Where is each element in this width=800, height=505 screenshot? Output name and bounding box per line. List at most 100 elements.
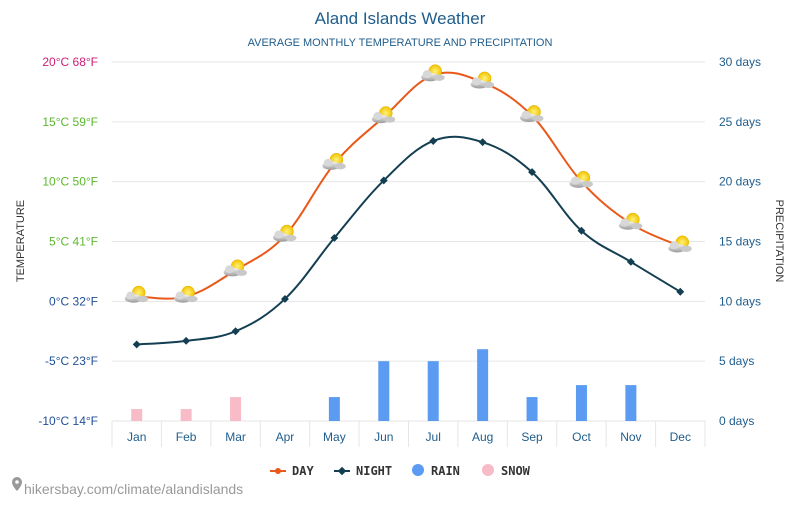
snow-bar-feb — [180, 409, 192, 421]
partly-cloudy-sun-icon — [124, 285, 149, 303]
right-axis-ticks: 30 days 25 days 20 days 15 days 10 days 5 day… — [719, 55, 761, 428]
y2-tick-label: 15 days — [719, 235, 761, 249]
y2-tick-label: 5 days — [719, 354, 754, 368]
cloud-shape — [186, 295, 198, 303]
cloud-shape — [334, 163, 346, 170]
night-point-sep — [528, 168, 537, 177]
rain-bar-may — [328, 397, 340, 421]
legend-day-label: DAY — [292, 464, 314, 478]
cloud-shape — [433, 74, 445, 81]
month-label-may: May — [323, 430, 346, 444]
cloud-shape — [373, 112, 383, 121]
cloud-shape — [274, 230, 284, 239]
y2-tick-label: 10 days — [719, 294, 761, 308]
temperature-lines — [132, 71, 685, 349]
legend: DAY NIGHT RAIN SNOW — [270, 464, 531, 478]
night-temperature-line — [136, 135, 681, 346]
month-label-aug: Aug — [472, 430, 493, 444]
month-label-jun: Jun — [374, 430, 393, 444]
partly-cloudy-sun-icon — [223, 259, 248, 277]
month-label-mar: Mar — [225, 430, 246, 444]
legend-snow-label: SNOW — [501, 464, 531, 478]
precipitation-bars — [131, 349, 637, 421]
legend-item-rain[interactable]: RAIN — [412, 464, 460, 478]
night-point-aug — [478, 138, 487, 147]
partly-cloudy-sun-icon — [174, 285, 198, 303]
cloud-shape — [631, 222, 643, 230]
legend-item-snow[interactable]: SNOW — [482, 464, 531, 478]
y-tick-label: 15°C 59°F — [42, 115, 98, 129]
y2-tick-label: 25 days — [719, 115, 761, 129]
legend-rain-marker — [412, 464, 424, 476]
month-label-nov: Nov — [620, 430, 641, 444]
night-point-jun — [379, 176, 388, 185]
y2-tick-label: 30 days — [719, 55, 761, 69]
y-tick-label: 10°C 50°F — [42, 175, 98, 189]
footer-url: hikersbay.com/climate/alandislands — [24, 481, 243, 497]
month-label-feb: Feb — [176, 430, 197, 444]
rain-bar-sep — [526, 397, 538, 421]
month-label-sep: Sep — [521, 430, 543, 444]
chart-title: Aland Islands Weather — [315, 9, 486, 28]
cloud-shape — [680, 245, 692, 252]
rain-bar-jun — [378, 361, 390, 421]
rain-bar-oct — [575, 385, 587, 421]
partly-cloudy-sun-icon — [618, 212, 643, 230]
y-tick-label: -5°C 23°F — [45, 354, 98, 368]
partly-cloudy-sun-icon — [569, 170, 593, 188]
cloud-shape — [483, 81, 495, 89]
cloud-shape — [236, 269, 248, 276]
snow-bar-mar — [230, 397, 242, 421]
night-point-may — [330, 233, 339, 242]
grid-lines — [111, 61, 706, 447]
partly-cloudy-sun-icon — [421, 64, 445, 82]
night-point-jul — [429, 137, 438, 145]
cloud-shape — [126, 291, 136, 300]
weather-icons — [124, 64, 692, 303]
cloud-shape — [620, 218, 630, 227]
month-label-apr: Apr — [276, 430, 295, 444]
rain-bar-aug — [477, 349, 489, 421]
cloud-shape — [422, 70, 432, 79]
legend-snow-marker — [482, 464, 494, 476]
y2-tick-label: 0 days — [719, 414, 754, 428]
cloud-shape — [285, 234, 297, 242]
night-point-feb — [182, 336, 191, 345]
legend-item-night[interactable]: NIGHT — [334, 464, 392, 478]
legend-night-label: NIGHT — [356, 464, 392, 478]
partly-cloudy-sun-icon — [322, 152, 346, 170]
day-temperature-line — [136, 71, 681, 300]
y-tick-label: 20°C 68°F — [42, 55, 98, 69]
night-point-apr — [280, 294, 289, 303]
cloud-shape — [570, 176, 580, 185]
cloud-shape — [384, 116, 396, 123]
month-label-oct: Oct — [572, 430, 591, 444]
rain-bar-jul — [427, 361, 439, 421]
partly-cloudy-sun-icon — [470, 71, 495, 89]
partly-cloudy-sun-icon — [520, 105, 544, 123]
cloud-shape — [581, 180, 593, 188]
cloud-shape — [669, 241, 679, 250]
cloud-shape — [472, 77, 482, 86]
map-pin-icon — [12, 477, 22, 491]
night-point-mar — [231, 327, 240, 336]
footer-link[interactable]: hikersbay.com/climate/alandislands — [12, 477, 243, 497]
legend-rain-label: RAIN — [431, 464, 460, 478]
cloud-shape — [175, 291, 185, 300]
y2-tick-label: 20 days — [719, 175, 761, 189]
month-label-jan: Jan — [127, 430, 146, 444]
partly-cloudy-sun-icon — [668, 235, 692, 253]
month-label-jul: Jul — [426, 430, 441, 444]
night-point-dec — [676, 287, 685, 296]
month-label-dec: Dec — [670, 430, 691, 444]
cloud-shape — [225, 265, 235, 274]
partly-cloudy-sun-icon — [371, 106, 396, 124]
y-tick-label: 5°C 41°F — [49, 235, 98, 249]
legend-item-day[interactable]: DAY — [270, 464, 314, 478]
cloud-shape — [532, 115, 544, 122]
left-axis-ticks: 20°C 68°F 15°C 59°F 10°C 50°F 5°C 41°F 0°C 3… — [38, 55, 98, 428]
rain-bar-nov — [625, 385, 637, 421]
month-labels: Jan Feb Mar Apr May Jun Jul Aug Sep Oct Nov Dec — [127, 430, 691, 444]
